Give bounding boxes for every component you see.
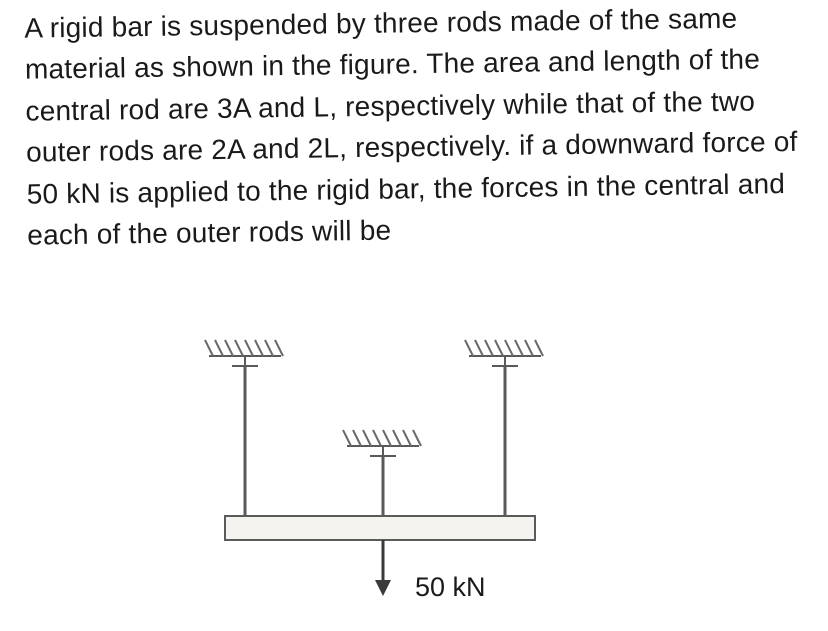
suspension-figure: 50 kN — [185, 318, 585, 618]
right-support — [465, 340, 543, 356]
force-value-label: 50 kN — [415, 572, 486, 603]
figure-svg — [185, 318, 585, 618]
left-support — [205, 340, 283, 356]
question-text: A rigid bar is suspended by three rods m… — [0, 0, 828, 265]
rigid-bar — [225, 516, 535, 540]
force-arrow-head — [375, 580, 391, 596]
center-support — [343, 430, 421, 446]
